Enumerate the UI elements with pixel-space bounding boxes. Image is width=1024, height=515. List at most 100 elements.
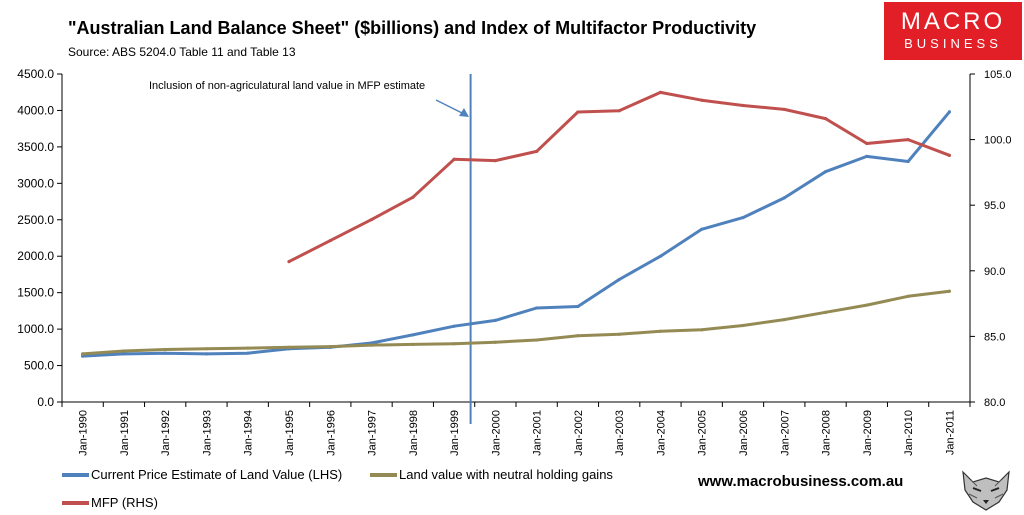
x-tick-label: Jan-2009 (862, 410, 874, 456)
logo-line-2: BUSINESS (904, 36, 1002, 51)
wolf-mascot-icon (953, 464, 1019, 512)
series-1-point (535, 338, 539, 342)
x-tick-label: Jan-1993 (201, 410, 213, 456)
left-tick-label: 4000.0 (17, 103, 54, 117)
x-tick-label: Jan-1990 (78, 410, 90, 456)
series-line-0 (81, 110, 951, 358)
right-tick-label: 105.0 (984, 69, 1012, 81)
x-tick-label: Jan-2010 (903, 410, 915, 456)
right-tick-label: 85.0 (984, 331, 1005, 343)
left-tick-label: 2500.0 (17, 213, 54, 227)
series-0-point (947, 110, 951, 114)
series-2-point (576, 110, 580, 114)
series-1-point (246, 346, 250, 350)
x-tick-label: Jan-1994 (243, 410, 255, 456)
series-1-point (452, 342, 456, 346)
x-tick-label: Jan-2007 (779, 410, 791, 456)
left-tick-label: 1500.0 (17, 286, 54, 300)
series-1-point (411, 342, 415, 347)
legend-swatch-neutral-gains (370, 472, 397, 477)
series-1-point (81, 352, 85, 356)
left-tick-label: 1000.0 (17, 322, 54, 336)
x-tick-label: Jan-2003 (614, 410, 626, 456)
series-1-point (369, 343, 374, 347)
series-1-point (122, 349, 126, 353)
series-2-point (741, 103, 745, 108)
x-tick-label: Jan-2002 (573, 410, 585, 456)
right-tick-label: 90.0 (984, 266, 1005, 278)
right-tick-label: 100.0 (984, 135, 1012, 147)
series-0-point (576, 304, 580, 309)
right-tick-label: 80.0 (984, 397, 1005, 409)
x-tick-label: Jan-1992 (160, 410, 172, 456)
right-tick-label: 95.0 (984, 200, 1005, 212)
x-tick-label: Jan-1995 (284, 410, 296, 456)
series-2-point (865, 141, 869, 146)
x-tick-label: Jan-2000 (490, 410, 502, 456)
x-tick-label: Jan-2011 (944, 410, 956, 455)
left-tick-label: 0.0 (37, 395, 54, 409)
series-2-point (906, 138, 910, 142)
series-2-point (411, 195, 415, 199)
series-1-point (658, 329, 663, 333)
legend-label-mfp: MFP (RHS) (91, 495, 158, 510)
series-line-2 (287, 90, 951, 264)
x-tick-label: Jan-2005 (697, 410, 709, 456)
series-1-point (576, 334, 580, 338)
series-2-point (947, 153, 951, 157)
series-2-point (287, 260, 291, 264)
legend-label-neutral-gains: Land value with neutral holding gains (399, 467, 613, 482)
series-1-point (906, 294, 910, 298)
series-2-point (369, 218, 374, 222)
series-0-point (411, 333, 415, 337)
series-1-point (865, 303, 869, 307)
series-1-point (617, 332, 621, 336)
series-0-point (122, 352, 126, 356)
x-tick-label: Jan-2004 (655, 410, 667, 456)
macrobusiness-logo: MACRO BUSINESS (884, 2, 1022, 60)
series-1-point (947, 289, 951, 293)
series-0-point (741, 215, 745, 220)
series-1-point (741, 323, 745, 328)
legend-swatch-land-value (62, 472, 89, 477)
legend-item-land-value: Current Price Estimate of Land Value (LH… (62, 467, 342, 482)
x-tick-label: Jan-1991 (119, 410, 131, 456)
series-2-point (700, 98, 704, 102)
series-0-point (535, 306, 539, 310)
series-2-point (617, 109, 621, 113)
annotation-arrow-head (459, 108, 469, 117)
series-1-point (493, 340, 497, 344)
series-1-point (287, 345, 291, 349)
series-0-point (163, 351, 167, 355)
left-tick-label: 3500.0 (17, 140, 54, 154)
logo-line-1: MACRO (900, 8, 1006, 35)
series-2-point (535, 149, 539, 154)
website-url: www.macrobusiness.com.au (698, 473, 904, 490)
x-tick-label: Jan-2006 (738, 410, 750, 456)
series-0-point (658, 254, 663, 258)
series-line-1 (81, 289, 951, 356)
left-tick-label: 500.0 (24, 359, 54, 373)
series-2-point (782, 107, 786, 112)
x-tick-label: Jan-1996 (325, 410, 337, 456)
annotation-label: Inclusion of non-agriculatural land valu… (149, 80, 425, 92)
series-1-point (700, 328, 704, 332)
series-0-point (700, 227, 704, 231)
series-0-point (617, 277, 621, 282)
x-tick-label: Jan-2001 (532, 410, 544, 456)
series-1-point (782, 318, 786, 322)
series-0-point (865, 154, 869, 158)
series-2-point (493, 158, 497, 163)
series-0-point (246, 351, 250, 355)
series-1-point (204, 347, 209, 351)
chart-title: "Australian Land Balance Sheet" ($billio… (68, 18, 757, 38)
series-0-point (493, 318, 497, 322)
chart-source: Source: ABS 5204.0 Table 11 and Table 13 (68, 45, 296, 59)
left-tick-label: 4500.0 (17, 67, 54, 81)
series-0-point (204, 352, 209, 356)
x-tick-label: Jan-1997 (367, 410, 379, 456)
series-1-point (328, 345, 332, 349)
x-tick-label: Jan-1998 (408, 410, 420, 456)
legend-item-neutral-gains: Land value with neutral holding gains (370, 467, 613, 482)
